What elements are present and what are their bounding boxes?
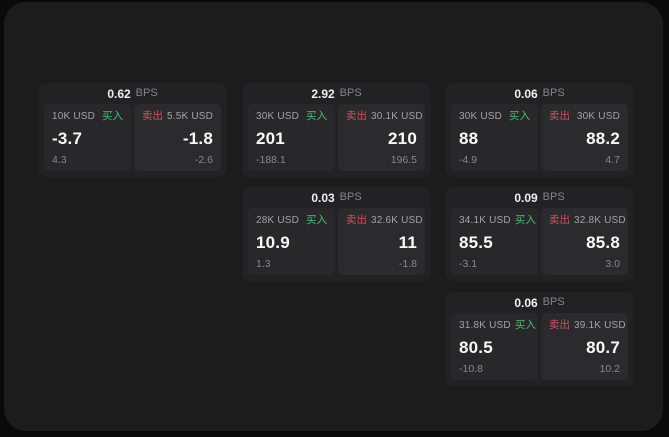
buy-notional: 34.1K USD <box>459 215 511 226</box>
sell-panel[interactable]: 卖出 32.6K USD 11 -1.8 <box>338 208 425 275</box>
buy-price: 201 <box>256 128 285 148</box>
buy-price: 85.5 <box>459 232 493 252</box>
sell-price: -1.8 <box>182 128 213 148</box>
buy-panel[interactable]: 34.1K USD 买入 85.5 -3.1 <box>451 208 538 275</box>
buy-change: -10.8 <box>459 362 483 375</box>
bps-value: 0.06 <box>514 295 538 310</box>
buy-notional: 30K USD <box>459 111 503 122</box>
sell-price: 210 <box>388 128 417 148</box>
buy-notional: 30K USD <box>256 111 300 122</box>
sell-price: 85.8 <box>586 232 620 252</box>
quote-card: 0.06 BPS 31.8K USD 买入 80.5 -10.8 卖出 39.1… <box>445 292 634 386</box>
sell-price: 11 <box>398 232 417 252</box>
sell-change: 10.2 <box>599 362 620 375</box>
buy-price: -3.7 <box>52 128 83 148</box>
bps-unit-label: BPS <box>542 87 565 99</box>
buy-side-label: 买入 <box>514 319 536 331</box>
buy-price: 88 <box>459 128 479 148</box>
sell-notional: 32.8K USD <box>574 215 626 226</box>
buy-notional: 31.8K USD <box>459 320 511 331</box>
bps-value: 0.09 <box>514 190 538 205</box>
bps-unit-label: BPS <box>135 87 158 99</box>
bps-unit-label: BPS <box>339 191 362 203</box>
quote-card: 0.09 BPS 34.1K USD 买入 85.5 -3.1 卖出 32.8K… <box>445 187 634 281</box>
buy-side-label: 买入 <box>306 214 327 226</box>
bps-value: 0.62 <box>107 86 131 101</box>
bps-value: 2.92 <box>311 86 335 101</box>
bps-unit-label: BPS <box>339 87 362 99</box>
bps-value: 0.06 <box>514 86 538 101</box>
buy-side-label: 买入 <box>306 110 327 122</box>
sell-panel[interactable]: 卖出 30.1K USD 210 196.5 <box>338 104 425 171</box>
bps-value: 0.03 <box>311 190 335 205</box>
sell-panel[interactable]: 卖出 32.8K USD 85.8 3.0 <box>541 208 628 275</box>
sell-panel[interactable]: 卖出 30K USD 88.2 4.7 <box>541 104 628 171</box>
sell-panel[interactable]: 卖出 5.5K USD -1.8 -2.6 <box>134 104 221 171</box>
buy-side-label: 买入 <box>102 110 123 122</box>
quote-card: 2.92 BPS 30K USD 买入 201 -188.1 卖出 30.1K … <box>242 83 431 177</box>
sell-notional: 30.1K USD <box>371 111 423 122</box>
buy-change: 1.3 <box>256 257 271 270</box>
sell-side-label: 卖出 <box>346 110 367 122</box>
buy-panel[interactable]: 30K USD 买入 88 -4.9 <box>451 104 538 171</box>
sell-panel[interactable]: 卖出 39.1K USD 80.7 10.2 <box>541 313 628 380</box>
buy-change: 4.3 <box>52 153 67 166</box>
sell-side-label: 卖出 <box>549 110 570 122</box>
buy-price: 80.5 <box>459 337 493 357</box>
quote-card: 0.62 BPS 10K USD 买入 -3.7 4.3 卖出 5.5K USD… <box>38 83 227 177</box>
buy-panel[interactable]: 10K USD 买入 -3.7 4.3 <box>44 104 131 171</box>
buy-notional: 28K USD <box>256 215 300 226</box>
sell-price: 80.7 <box>586 337 620 357</box>
sell-notional: 39.1K USD <box>574 320 626 331</box>
quote-card: 0.06 BPS 30K USD 买入 88 -4.9 卖出 30K USD 8… <box>445 83 634 177</box>
sell-side-label: 卖出 <box>549 214 570 226</box>
buy-change: -188.1 <box>256 153 286 166</box>
buy-change: -3.1 <box>459 257 478 270</box>
sell-change: 196.5 <box>390 153 417 166</box>
sell-change: -2.6 <box>194 153 213 166</box>
sell-side-label: 卖出 <box>142 110 163 122</box>
card-bps-header: 0.06 BPS <box>445 292 634 313</box>
bps-unit-label: BPS <box>542 191 565 203</box>
quote-card: 0.03 BPS 28K USD 买入 10.9 1.3 卖出 32.6K US… <box>242 187 431 281</box>
buy-panel[interactable]: 30K USD 买入 201 -188.1 <box>248 104 335 171</box>
sell-side-label: 卖出 <box>549 319 570 331</box>
card-bps-header: 2.92 BPS <box>242 83 431 104</box>
bps-unit-label: BPS <box>542 296 565 308</box>
sell-change: 3.0 <box>605 257 620 270</box>
buy-panel[interactable]: 31.8K USD 买入 80.5 -10.8 <box>451 313 538 380</box>
sell-notional: 32.6K USD <box>371 215 423 226</box>
card-bps-header: 0.09 BPS <box>445 187 634 208</box>
sell-price: 88.2 <box>586 128 620 148</box>
buy-price: 10.9 <box>256 232 290 252</box>
card-bps-header: 0.03 BPS <box>242 187 431 208</box>
sell-change: 4.7 <box>605 153 620 166</box>
app-panel: 0.62 BPS 10K USD 买入 -3.7 4.3 卖出 5.5K USD… <box>4 2 663 431</box>
sell-change: -1.8 <box>398 257 417 270</box>
card-bps-header: 0.06 BPS <box>445 83 634 104</box>
sell-notional: 30K USD <box>576 111 620 122</box>
buy-change: -4.9 <box>459 153 478 166</box>
sell-side-label: 卖出 <box>346 214 367 226</box>
sell-notional: 5.5K USD <box>167 111 214 122</box>
buy-panel[interactable]: 28K USD 买入 10.9 1.3 <box>248 208 335 275</box>
buy-side-label: 买入 <box>509 110 530 122</box>
buy-notional: 10K USD <box>52 111 96 122</box>
card-bps-header: 0.62 BPS <box>38 83 227 104</box>
buy-side-label: 买入 <box>514 214 536 226</box>
